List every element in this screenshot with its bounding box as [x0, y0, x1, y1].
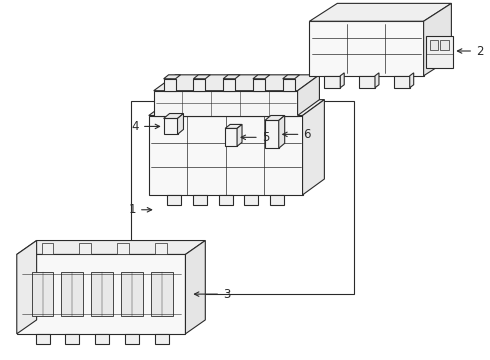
Bar — [441, 40, 449, 50]
Text: 1: 1 — [128, 203, 136, 216]
Polygon shape — [177, 113, 183, 134]
Polygon shape — [340, 73, 344, 88]
Bar — [324, 76, 340, 88]
Text: 3: 3 — [223, 288, 230, 301]
Text: 5: 5 — [262, 131, 269, 144]
Polygon shape — [164, 75, 180, 79]
Bar — [394, 76, 410, 88]
Polygon shape — [310, 3, 451, 21]
Bar — [155, 334, 169, 344]
Bar — [430, 40, 439, 50]
Bar — [223, 79, 235, 91]
Polygon shape — [253, 75, 270, 79]
Polygon shape — [237, 125, 242, 146]
Polygon shape — [375, 73, 379, 88]
Polygon shape — [154, 91, 297, 116]
Polygon shape — [185, 240, 205, 334]
Bar — [121, 272, 143, 316]
Bar — [219, 195, 233, 205]
Polygon shape — [164, 118, 177, 134]
Polygon shape — [194, 75, 210, 79]
Polygon shape — [17, 255, 185, 334]
Bar — [36, 334, 49, 344]
Polygon shape — [310, 21, 424, 76]
Bar — [283, 79, 294, 91]
Bar — [79, 243, 91, 255]
Polygon shape — [154, 75, 319, 91]
Polygon shape — [283, 75, 299, 79]
Polygon shape — [302, 100, 324, 195]
Polygon shape — [223, 75, 240, 79]
Text: 6: 6 — [303, 128, 311, 141]
Polygon shape — [164, 113, 183, 118]
Bar — [91, 272, 113, 316]
Bar — [253, 79, 265, 91]
Polygon shape — [149, 116, 302, 195]
Bar — [155, 243, 167, 255]
Bar — [117, 243, 129, 255]
Bar — [270, 195, 284, 205]
Polygon shape — [225, 125, 242, 129]
Bar — [164, 79, 175, 91]
Polygon shape — [225, 129, 237, 146]
Bar — [245, 195, 258, 205]
Bar — [125, 334, 139, 344]
Bar — [131, 100, 354, 294]
Bar — [61, 272, 83, 316]
Bar — [42, 243, 53, 255]
Bar — [95, 334, 109, 344]
Bar — [193, 195, 207, 205]
Polygon shape — [410, 73, 414, 88]
Text: 4: 4 — [131, 120, 139, 133]
Bar — [426, 36, 453, 68]
Polygon shape — [265, 121, 279, 148]
Polygon shape — [279, 116, 285, 148]
Polygon shape — [17, 240, 205, 255]
Polygon shape — [424, 3, 451, 76]
Bar — [194, 79, 205, 91]
Bar — [168, 195, 181, 205]
Bar — [151, 272, 172, 316]
Text: 2: 2 — [476, 45, 484, 58]
Polygon shape — [149, 100, 324, 116]
Polygon shape — [17, 240, 37, 334]
Bar — [32, 272, 53, 316]
Bar — [65, 334, 79, 344]
Polygon shape — [265, 116, 285, 121]
Bar — [359, 76, 375, 88]
Polygon shape — [297, 75, 319, 116]
